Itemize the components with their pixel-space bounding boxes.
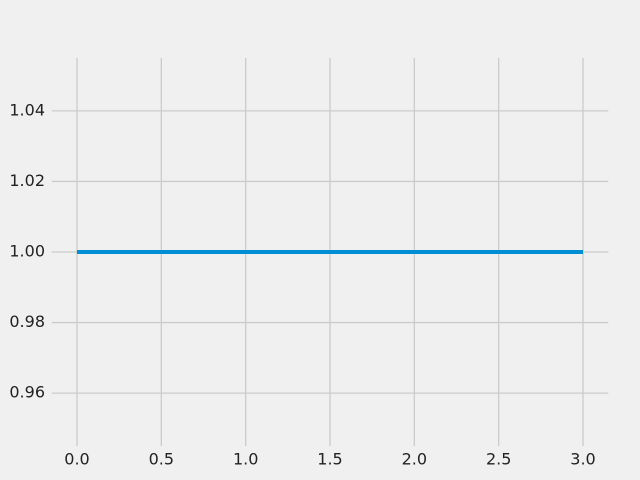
x-tick-label: 1.5 bbox=[317, 450, 342, 469]
x-tick-label: 2.5 bbox=[486, 450, 511, 469]
y-tick-label: 1.04 bbox=[9, 100, 45, 119]
x-tick-label: 3.0 bbox=[570, 450, 595, 469]
y-tick-label: 1.02 bbox=[9, 171, 45, 190]
x-axis-label: Relative Time bbox=[264, 478, 393, 480]
x-tick-label: 1.0 bbox=[233, 450, 258, 469]
x-tick-label: 0.5 bbox=[149, 450, 174, 469]
y-tick-label: 0.98 bbox=[9, 312, 45, 331]
x-tick-label: 0.0 bbox=[64, 450, 89, 469]
x-tick-label: 2.0 bbox=[402, 450, 427, 469]
y-tick-label: 0.96 bbox=[9, 383, 45, 402]
y-tick-label: 1.00 bbox=[9, 242, 45, 261]
